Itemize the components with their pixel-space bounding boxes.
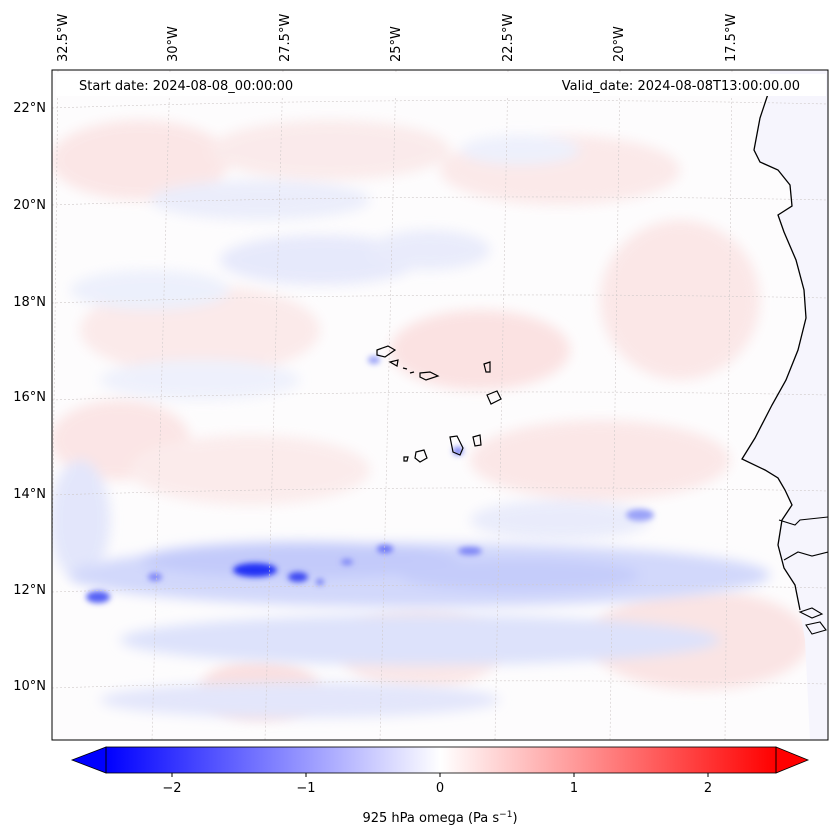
lat-label-10n: 10°N: [13, 679, 46, 694]
colorbar-extend-min: [70, 746, 107, 774]
island-sao-nicolau: [419, 371, 440, 381]
coastline-bijagos: [798, 607, 827, 635]
map-frame: [51, 69, 829, 741]
colorbar-extend-max: [775, 746, 810, 774]
colorbar-ticks: [171, 773, 709, 777]
lat-label-20n: 20°N: [13, 198, 46, 213]
latitude-labels: 22°N 20°N 18°N 16°N 14°N 12°N 10°N: [13, 101, 46, 694]
lon-label-22-5w: 22.5°W: [501, 14, 516, 62]
colorbar-tick-0: 0: [436, 781, 444, 796]
map-panel: Start date: 2024-08-08_00:00:00 Valid_da…: [51, 69, 829, 741]
coastline-gambia: [778, 516, 828, 526]
island-boa-vista: [486, 390, 502, 405]
island-santiago: [449, 435, 464, 456]
island-brava: [403, 456, 409, 462]
header-band: [56, 74, 826, 96]
colorbar: −2 −1 0 1 2 925 hPa omega (Pa s−1): [70, 746, 810, 826]
lat-label-14n: 14°N: [13, 487, 46, 502]
african-landmass: [742, 70, 828, 740]
longitude-labels: 32.5°W 30°W 27.5°W 25°W 22.5°W 20°W 17.5…: [56, 14, 739, 62]
lon-label-27-5w: 27.5°W: [278, 14, 293, 62]
colorbar-tick-1: 1: [570, 781, 578, 796]
lon-label-17-5w: 17.5°W: [724, 14, 739, 62]
lon-label-30w: 30°W: [166, 26, 181, 62]
island-santa-luzia: [402, 367, 408, 370]
island-maio: [472, 434, 482, 447]
lat-label-18n: 18°N: [13, 295, 46, 310]
island-sal: [483, 361, 491, 373]
island-santo-antao: [376, 345, 397, 358]
start-date-label: Start date: 2024-08-08_00:00:00: [79, 79, 293, 94]
lon-label-20w: 20°W: [612, 26, 627, 62]
valid-date-label: Valid_date: 2024-08-08T13:00:00.00: [562, 79, 800, 94]
lon-label-25w: 25°W: [389, 26, 404, 62]
colorbar-tick-2: 2: [704, 781, 712, 796]
colorbar-tick-neg2: −2: [162, 781, 181, 796]
lat-label-12n: 12°N: [13, 583, 46, 598]
lat-label-22n: 22°N: [13, 101, 46, 116]
graticule: [52, 70, 828, 740]
omega-field: [52, 70, 828, 740]
lon-label-32-5w: 32.5°W: [56, 14, 71, 62]
island-fogo: [414, 449, 428, 463]
colorbar-tick-neg1: −1: [296, 781, 315, 796]
colorbar-label: 925 hPa omega (Pa s−1): [362, 810, 517, 826]
colorbar-fill: [106, 747, 776, 773]
island-raso: [409, 371, 415, 374]
colorbar-frame: [105, 746, 777, 774]
coastline: [741, 93, 807, 611]
coastline-guinea-bissau: [783, 551, 828, 561]
lat-label-16n: 16°N: [13, 390, 46, 405]
island-sao-vicente: [388, 359, 399, 367]
cape-verde-islands: [376, 345, 502, 463]
